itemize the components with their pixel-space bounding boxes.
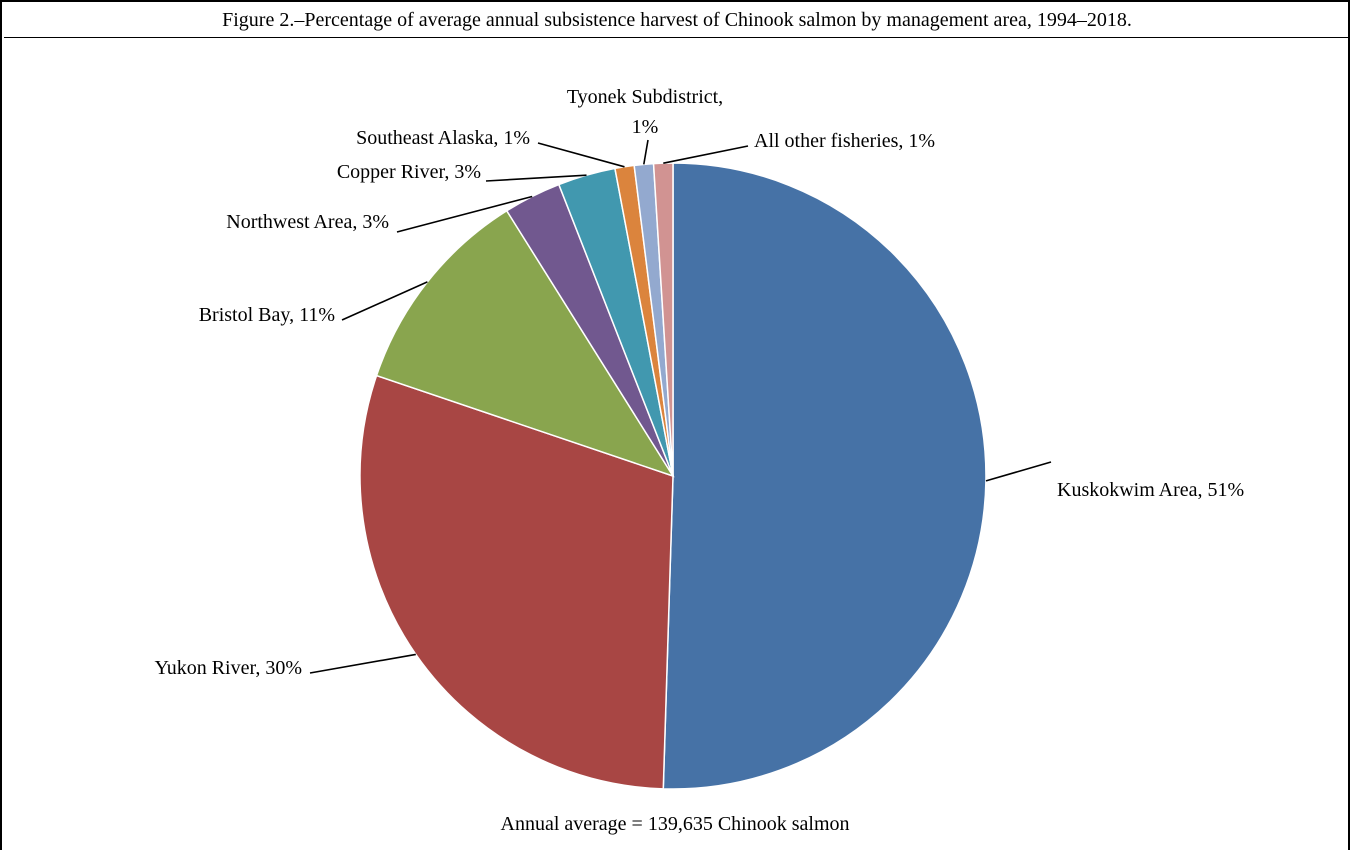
leader-line-northwest-area	[396, 195, 533, 233]
pie-slices	[359, 162, 987, 790]
label-line-southeast-alaska-0: Southeast Alaska, 1%	[356, 127, 530, 149]
label-southeast-alaska: Southeast Alaska, 1%	[356, 127, 530, 149]
leader-line-all-other-fisheries	[663, 145, 749, 164]
leader-line-kuskokwim-area	[985, 461, 1052, 482]
label-line-kuskokwim-area-0: Kuskokwim Area, 51%	[1057, 479, 1244, 501]
slice-yukon-river	[359, 374, 674, 790]
label-line-bristol-bay-0: Bristol Bay, 11%	[199, 304, 335, 326]
leader-line-yukon-river	[309, 653, 416, 674]
label-line-copper-river-0: Copper River, 3%	[337, 161, 481, 183]
label-northwest-area: Northwest Area, 3%	[226, 211, 389, 233]
leader-line-tyonek-subdistrict	[643, 139, 649, 165]
slice-bristol-bay	[375, 209, 675, 478]
label-all-other-fisheries: All other fisheries, 1%	[754, 130, 935, 152]
label-line-all-other-fisheries-0: All other fisheries, 1%	[754, 130, 935, 152]
label-kuskokwim-area: Kuskokwim Area, 51%	[1057, 479, 1244, 501]
label-line-northwest-area-0: Northwest Area, 3%	[226, 211, 389, 233]
label-tyonek-subdistrict: Tyonek Subdistrict, 1%	[567, 86, 723, 138]
leader-line-bristol-bay	[341, 281, 428, 321]
label-line-yukon-river-0: Yukon River, 30%	[154, 657, 302, 679]
pie-labels: Kuskokwim Area, 51% Yukon River, 30% Brist…	[154, 86, 1244, 679]
label-line-tyonek-subdistrict-1: 1%	[632, 116, 659, 138]
label-line-tyonek-subdistrict-0: Tyonek Subdistrict,	[567, 86, 723, 108]
label-yukon-river: Yukon River, 30%	[154, 657, 302, 679]
leader-line-southeast-alaska	[537, 142, 625, 168]
pie-leader-lines	[309, 139, 1052, 674]
leader-line-copper-river	[485, 174, 587, 182]
figure-title: Figure 2.–Percentage of average annual s…	[4, 4, 1350, 38]
label-copper-river: Copper River, 3%	[337, 161, 481, 183]
slice-all-other-fisheries	[652, 162, 674, 477]
annual-average-note: Annual average = 139,635 Chinook salmon	[501, 813, 850, 835]
slice-kuskokwim-area	[662, 162, 987, 790]
label-bristol-bay: Bristol Bay, 11%	[199, 304, 335, 326]
